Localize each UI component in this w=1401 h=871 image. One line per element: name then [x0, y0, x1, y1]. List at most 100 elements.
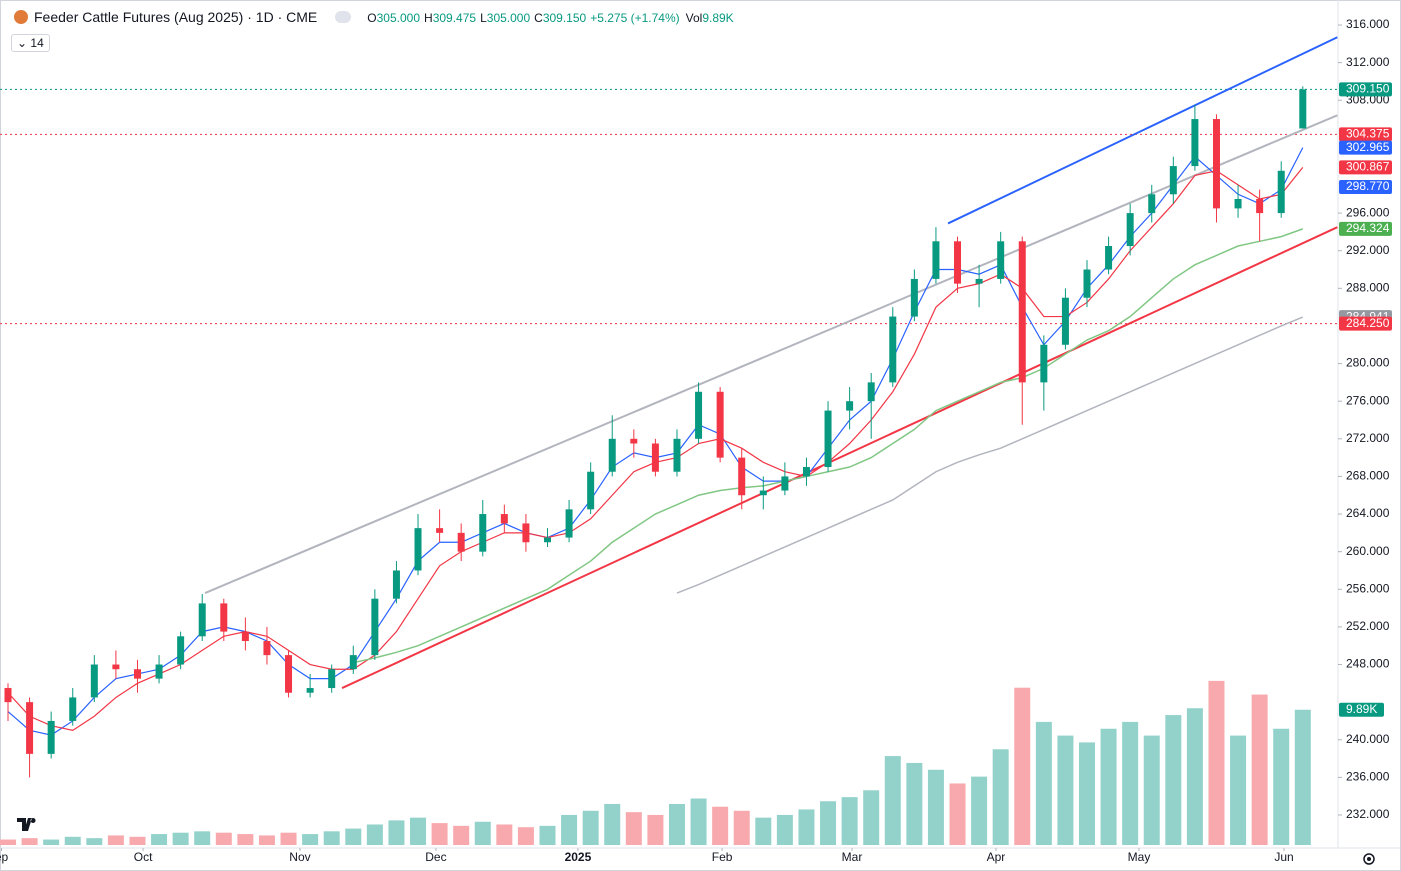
- price-label: 309.150: [1346, 82, 1390, 96]
- volume-bar: [517, 827, 534, 845]
- candle-body: [328, 669, 336, 689]
- price-label: 302.965: [1346, 140, 1390, 154]
- volume-bar: [431, 823, 448, 845]
- candle-body: [824, 410, 832, 468]
- indicator-badge[interactable]: ⌄ 14: [11, 34, 50, 52]
- volume-bar: [1035, 721, 1052, 845]
- candle-body: [802, 467, 810, 477]
- change: +5.275 (+1.74%): [590, 11, 680, 25]
- volume-bar: [949, 783, 966, 845]
- candle-body: [759, 490, 767, 496]
- candle-body: [1169, 166, 1177, 195]
- candle-body: [457, 532, 465, 552]
- price-label: 298.770: [1346, 179, 1390, 193]
- plot: [0, 36, 1338, 845]
- price-label-box: [1339, 180, 1392, 195]
- candle-body: [1083, 269, 1091, 298]
- volume-bar: [194, 831, 211, 845]
- volume-bar: [863, 790, 880, 845]
- candle-body: [4, 688, 12, 703]
- volume-bar: [1143, 735, 1160, 845]
- x-tick-label: Dec: [425, 850, 446, 864]
- price-label: 304.375: [1346, 127, 1390, 141]
- candle-body: [479, 514, 487, 552]
- x-tick-label: Apr: [987, 850, 1006, 864]
- volume-bar: [0, 839, 16, 845]
- y-tick-label: 260.000: [1346, 544, 1390, 558]
- volume-bar: [474, 821, 491, 845]
- vol-key: Vol: [685, 11, 703, 25]
- candle-body: [1277, 170, 1285, 214]
- volume-bar: [1186, 708, 1203, 845]
- y-tick-label: 276.000: [1346, 393, 1390, 407]
- volume-bar: [86, 838, 103, 845]
- volume-bar: [215, 832, 232, 845]
- ohlc-key: L: [480, 11, 487, 25]
- vol-value: 9.89K: [702, 11, 734, 25]
- x-tick-label: 2025: [565, 850, 592, 864]
- volume-bar: [1165, 715, 1182, 845]
- candle-body: [587, 471, 595, 510]
- candle-body: [608, 438, 616, 472]
- toggle[interactable]: [335, 11, 352, 23]
- candle-body: [69, 697, 77, 721]
- y-tick-label: 256.000: [1346, 581, 1390, 595]
- candle-body: [1256, 198, 1264, 214]
- y-tick-label: 288.000: [1346, 281, 1390, 295]
- volume-bar: [668, 803, 685, 845]
- volume-bar: [1079, 742, 1095, 845]
- volume-bar: [927, 769, 944, 845]
- ohlc-key: O: [367, 11, 377, 25]
- candle-body: [1040, 344, 1048, 383]
- candle-body: [1148, 194, 1156, 214]
- candle-body: [155, 664, 163, 679]
- candle-body: [198, 603, 206, 637]
- price-label: 284.250: [1346, 316, 1390, 330]
- candle-body: [392, 570, 400, 599]
- volume-bar: [1122, 721, 1139, 845]
- candle-body: [306, 688, 314, 693]
- trendline: [947, 36, 1338, 225]
- ohlc-value: 309.150: [542, 11, 587, 25]
- volume-bar: [625, 812, 642, 845]
- candle-body: [738, 457, 746, 496]
- moving-average: [676, 316, 1304, 594]
- x-tick-label: Nov: [289, 850, 310, 864]
- candle-body: [846, 401, 854, 411]
- volume-bar: [496, 824, 513, 845]
- candle-body: [1191, 119, 1199, 167]
- y-tick-label: 312.000: [1346, 55, 1390, 69]
- candle-body: [867, 382, 875, 402]
- volume-bar: [64, 836, 81, 845]
- volume-bar: [690, 798, 707, 845]
- ohlc-value: 305.000: [486, 11, 531, 25]
- candle-body: [1061, 297, 1069, 345]
- volume-bar: [1251, 694, 1268, 845]
- symbol: Feeder Cattle Futures (Aug 2025): [34, 9, 244, 25]
- y-tick-label: 236.000: [1346, 770, 1390, 784]
- ohlc-value: 309.475: [432, 11, 477, 25]
- candle-body: [565, 509, 573, 538]
- volume-bar: [1273, 728, 1290, 845]
- price-label-box: [1339, 160, 1392, 175]
- volume-bar: [107, 835, 124, 845]
- y-tick-label: 292.000: [1346, 243, 1390, 257]
- volume-bar: [561, 814, 578, 845]
- volume-bar: [733, 810, 750, 845]
- x-tick-label: Jun: [1274, 850, 1293, 864]
- ohlc-key: H: [424, 11, 433, 25]
- candle-body: [997, 241, 1005, 279]
- candle-body: [1234, 198, 1242, 209]
- volume-bar: [906, 762, 923, 845]
- volume-bar: [237, 834, 254, 845]
- header: Feeder Cattle Futures (Aug 2025) · 1D · …: [14, 9, 734, 25]
- x-tick-label: May: [1128, 850, 1151, 864]
- candle-body: [544, 537, 551, 543]
- candle-body: [975, 278, 983, 284]
- ohlc-value: 305.000: [376, 11, 421, 25]
- price-label-box: [1339, 316, 1392, 331]
- candle-body: [716, 391, 724, 458]
- settings-icon[interactable]: [1363, 853, 1375, 865]
- price-label: 294.324: [1346, 221, 1390, 235]
